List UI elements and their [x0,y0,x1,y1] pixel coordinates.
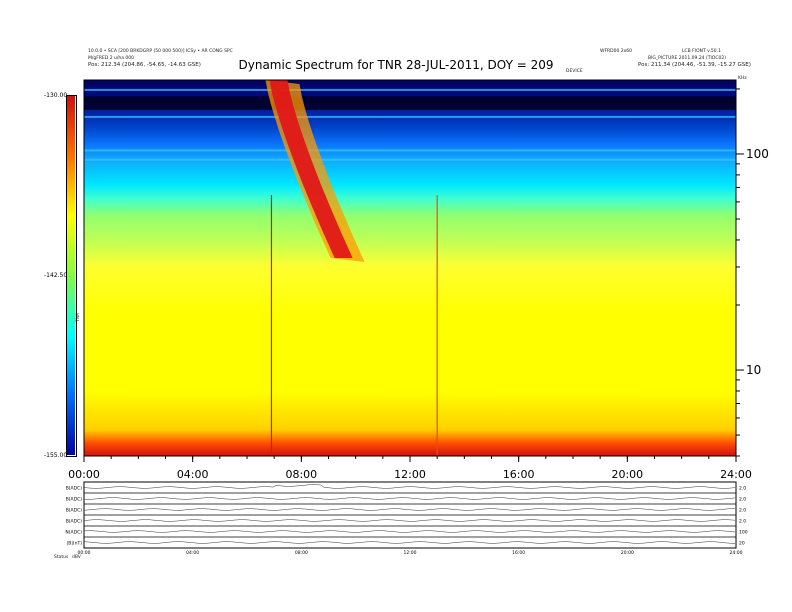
y-tick-label: 100 [746,147,769,161]
header-mid-right: DEVICE [566,69,583,74]
dark-band [84,96,736,110]
panel-x-tick-label: 24:00 [730,550,743,556]
colorbar [66,95,77,457]
panel-trace [83,508,735,511]
panel-x-tick-label: 16:00 [512,550,525,556]
colorbar-fill [67,96,75,455]
panel-trace [83,541,735,544]
panel-left-label: B(ADC) [66,519,83,525]
panel-left-label: B(ADC) [66,497,83,503]
bright-line [84,115,736,118]
header-right-line1: LCB FIONT v.50.1 [682,49,721,54]
panel-trace [83,530,736,533]
header-right-line2: BIG_PICTURE 2011.09.24 (TIOC02) [648,56,726,61]
x-tick-label: 00:00 [68,468,100,481]
x-tick-label: 16:00 [503,468,535,481]
header-left-line3: Pos: 212.34 (204.86, -54.65, -14.63 GSE) [88,62,201,68]
panel-left-label: B(ADC) [66,486,83,492]
panel-right-label: 100 [739,530,748,536]
header-mid-line1: WFRD00 2x60 [600,49,633,54]
panel-right-label: 20 [739,541,745,547]
radio-burst [269,80,353,258]
y-axis: 10 100 [736,88,769,457]
bright-line [84,158,736,161]
panel-trace [83,519,736,522]
panel-x-tick-label: 20:00 [621,550,634,556]
lower-panels: B(ADC) 2.0 B(ADC) 2.0 B(ADC) 2.0 B(ADC) 2.0 N(AD… [65,481,748,556]
header-left-line2: M/gFRED 2 u/ha 000 [88,56,134,61]
colorbar-tick-bottom: -155.00 [44,452,68,459]
panel-left-label: |B|(nT) [67,541,82,547]
panel-right-label: 2.0 [739,508,746,514]
colorbar-tick-top: -130.00 [44,92,68,99]
chart-title: Dynamic Spectrum for TNR 28-JUL-2011, DO… [238,58,554,72]
panel-right-label: 2.0 [739,519,746,525]
x-tick-label: 24:00 [720,468,752,481]
header-left-line1: 10.0.0 • SCA [200 BRKDGRP (50 000 500)] … [88,49,233,54]
panel-left-label: N(ADC) [65,530,82,536]
x-axis: 00:00 04:00 08:00 12:00 16:00 20:00 24:00 [68,456,752,481]
footer-label-status: Status [54,555,69,560]
x-tick-label: 20:00 [611,468,643,481]
x-tick-label: 08:00 [285,468,317,481]
bright-line [84,88,736,91]
panel-x-tick-label: 04:00 [186,550,199,556]
header-right-corner: KHz [738,76,747,81]
panel-right-label: 2.0 [739,486,746,492]
x-tick-label: 04:00 [177,468,209,481]
panel-trace [83,497,736,500]
colorbar-tick-mid: -142.50 [44,272,68,279]
x-tick-label: 12:00 [394,468,426,481]
footer-label-dbv: dBV [72,555,81,560]
panel-x-tick-label: 12:00 [404,550,417,556]
panel-right-label: 2.0 [739,497,746,503]
spectrogram-bands [84,88,736,161]
panel-left-label: B(ADC) [66,508,83,514]
bright-line [84,149,736,152]
spectrogram-features [265,80,438,456]
panel-x-tick-label: 00:00 [78,550,91,556]
header-right-line3: Pos: 211.34 (204.46, -51.39, -15.27 GSE) [638,62,751,68]
spectrogram-background [84,80,736,456]
y-tick-label: 10 [746,363,761,377]
panel-trace [83,484,736,489]
panel-x-tick-label: 08:00 [295,550,308,556]
